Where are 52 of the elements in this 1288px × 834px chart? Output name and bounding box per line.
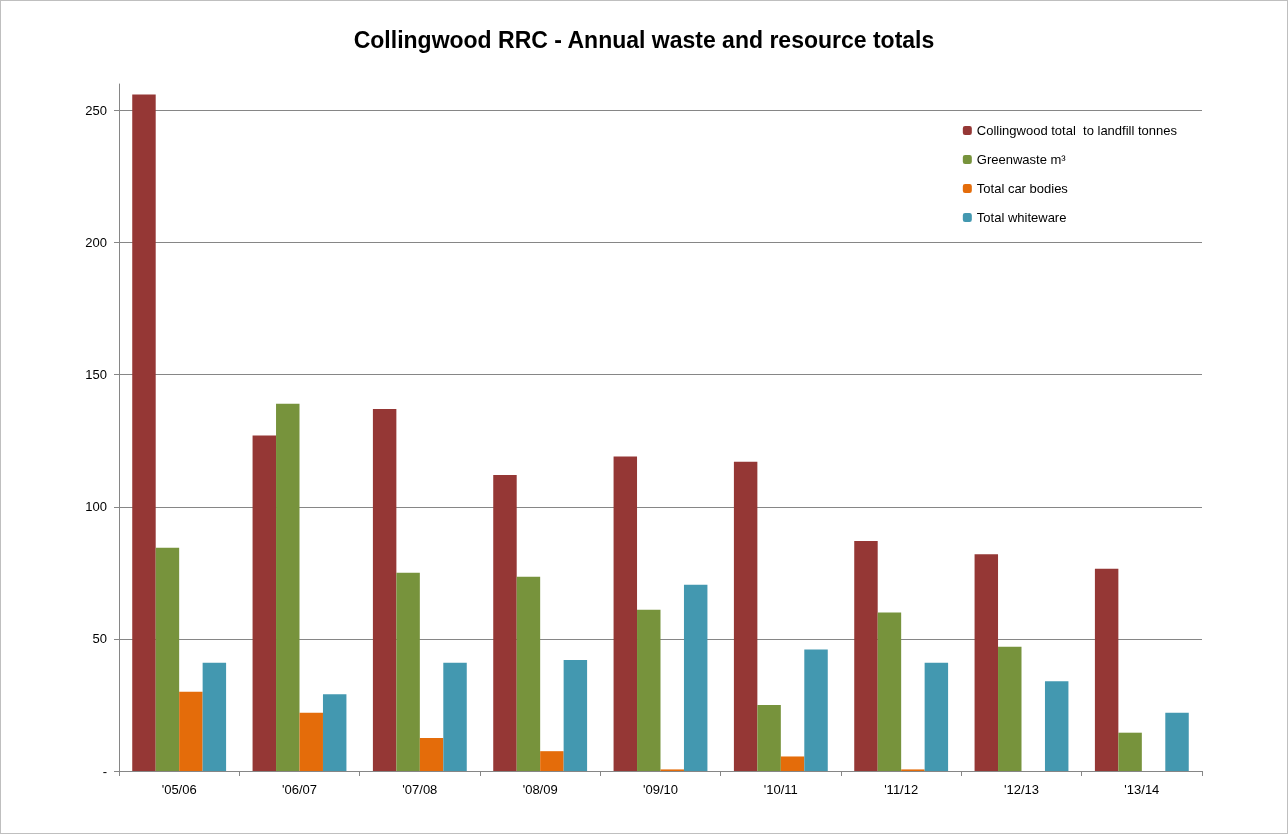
bar	[493, 475, 517, 771]
y-tick-label: -	[102, 763, 107, 779]
bar	[757, 704, 781, 771]
bar	[179, 691, 203, 771]
legend-label: Collingwood total to landfill tonnes	[976, 123, 1178, 138]
bar	[419, 737, 444, 771]
bar	[924, 662, 949, 771]
y-tick-label: 50	[92, 631, 107, 647]
bar	[1118, 732, 1142, 771]
legend-label: Greenwaste m³	[976, 152, 1067, 167]
x-tick-label: '05/06	[161, 782, 197, 797]
bar	[804, 649, 828, 771]
bar	[1165, 712, 1189, 771]
bar	[637, 609, 661, 771]
bar	[396, 572, 420, 771]
y-tick-label: 100	[85, 499, 107, 515]
bar	[132, 94, 156, 771]
x-tick-label: '06/07	[281, 782, 318, 797]
bar	[322, 694, 347, 771]
y-tick-label: 150	[85, 367, 107, 383]
bar	[974, 554, 999, 771]
bar	[155, 547, 180, 771]
legend-label: Total car bodies	[976, 181, 1069, 196]
bar	[877, 612, 902, 771]
chart-title: Collingwood RRC - Annual waste and resource totals	[353, 26, 935, 53]
y-tick-label: 200	[85, 235, 107, 251]
bar	[540, 751, 564, 771]
legend-label: Total whiteware	[976, 210, 1067, 225]
bar	[516, 576, 541, 771]
x-tick-label: '12/13	[1003, 782, 1040, 797]
x-tick-label: '08/09	[522, 782, 558, 797]
bar	[780, 756, 805, 771]
bar	[299, 712, 323, 771]
bar	[733, 461, 758, 771]
bar	[613, 456, 638, 771]
bar	[276, 403, 300, 771]
bar	[372, 409, 397, 771]
bar	[998, 646, 1022, 771]
bar	[252, 435, 277, 771]
bar	[563, 660, 588, 771]
bar	[683, 584, 708, 771]
bar	[854, 541, 878, 771]
bar	[1094, 568, 1119, 771]
y-tick-label: 250	[85, 102, 107, 118]
x-tick-label: '07/08	[402, 782, 438, 797]
x-tick-label: '11/12	[884, 782, 919, 797]
bar	[443, 662, 467, 771]
x-tick-label: '10/11	[763, 782, 798, 797]
x-tick-label: '13/14	[1124, 782, 1160, 797]
x-tick-label: '09/10	[642, 782, 679, 797]
bar	[1044, 681, 1069, 771]
bar	[202, 662, 227, 771]
